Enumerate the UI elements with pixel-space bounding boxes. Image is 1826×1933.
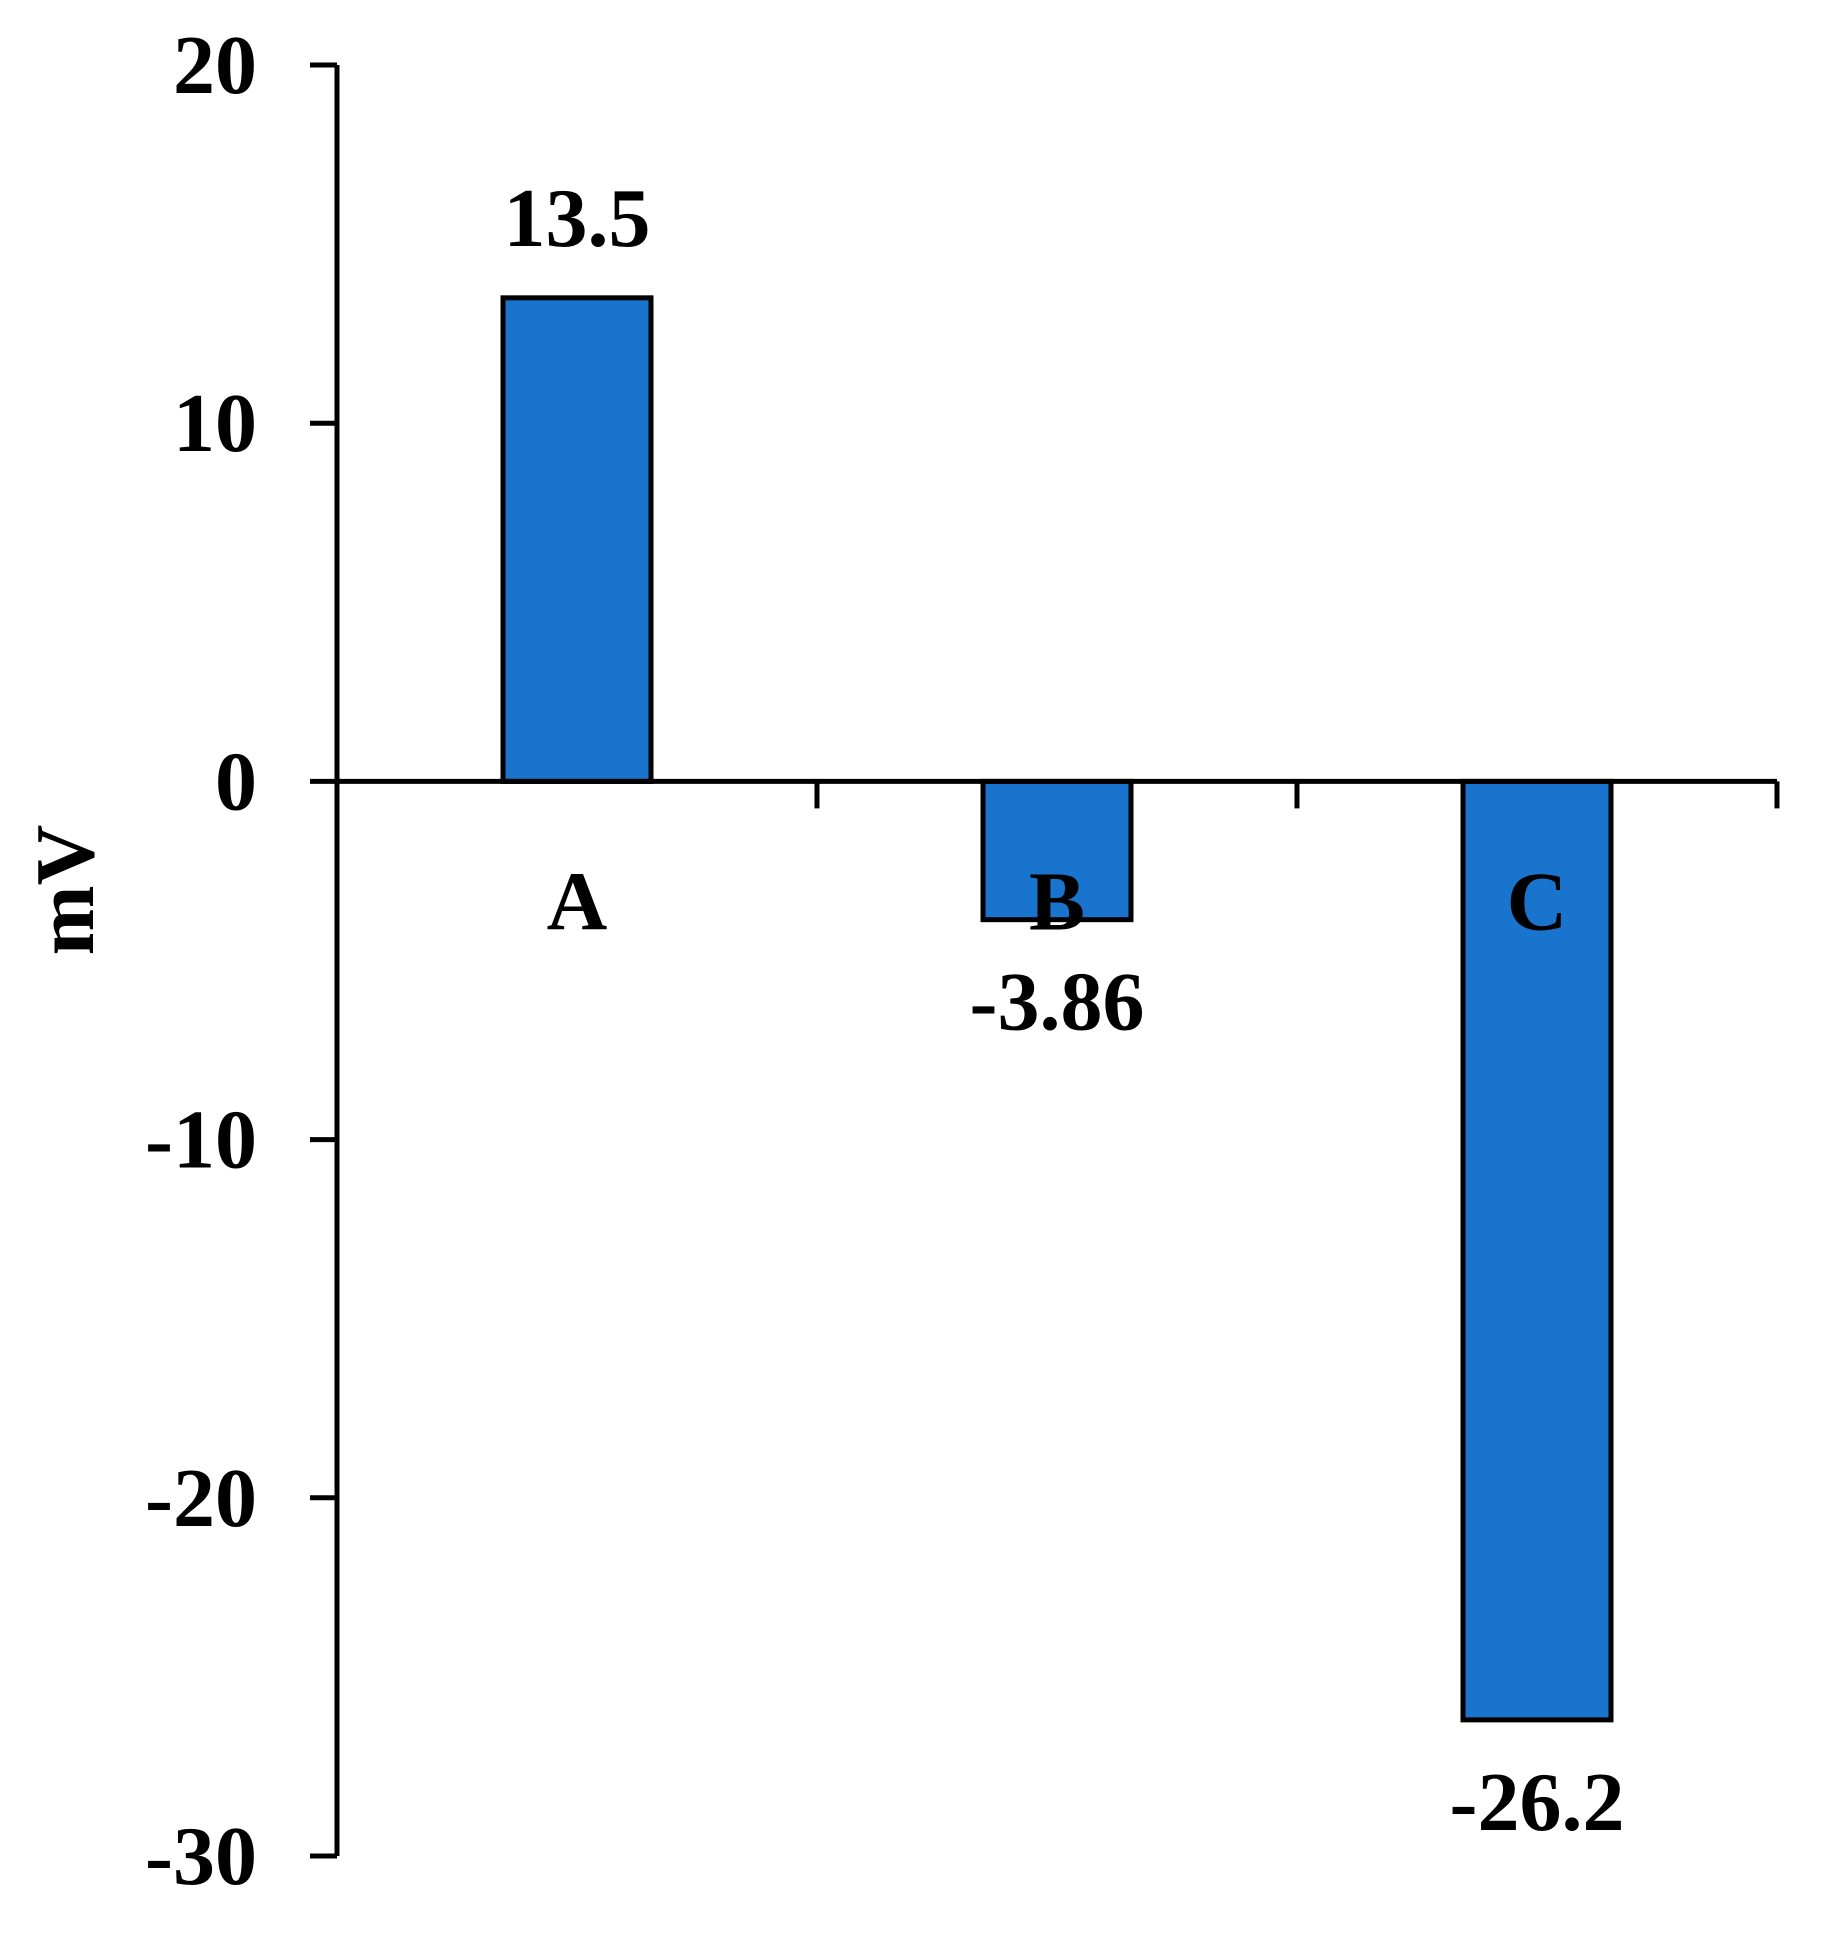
x-category-label: C xyxy=(1507,855,1568,948)
data-label: -26.2 xyxy=(1450,1756,1625,1849)
y-axis-label: mV xyxy=(19,825,112,956)
data-label: -3.86 xyxy=(970,956,1145,1049)
y-tick-label: -30 xyxy=(145,1810,257,1903)
y-tick-label: -10 xyxy=(145,1094,257,1187)
y-tick-label: 0 xyxy=(215,735,257,828)
y-tick-label: 10 xyxy=(173,377,257,470)
data-label: 13.5 xyxy=(504,172,651,265)
bar-b xyxy=(980,778,1134,923)
x-category-label: B xyxy=(1029,855,1085,948)
axes xyxy=(310,62,1780,1859)
x-category-label: A xyxy=(547,855,608,948)
labels: 20 10 0 -10 -20 -30 A B C 13.5 -3.86 -26.2 xyxy=(145,19,1624,1903)
y-tick-label: -20 xyxy=(145,1452,257,1545)
bar-a xyxy=(500,295,654,784)
y-tick-label: 20 xyxy=(173,19,257,112)
